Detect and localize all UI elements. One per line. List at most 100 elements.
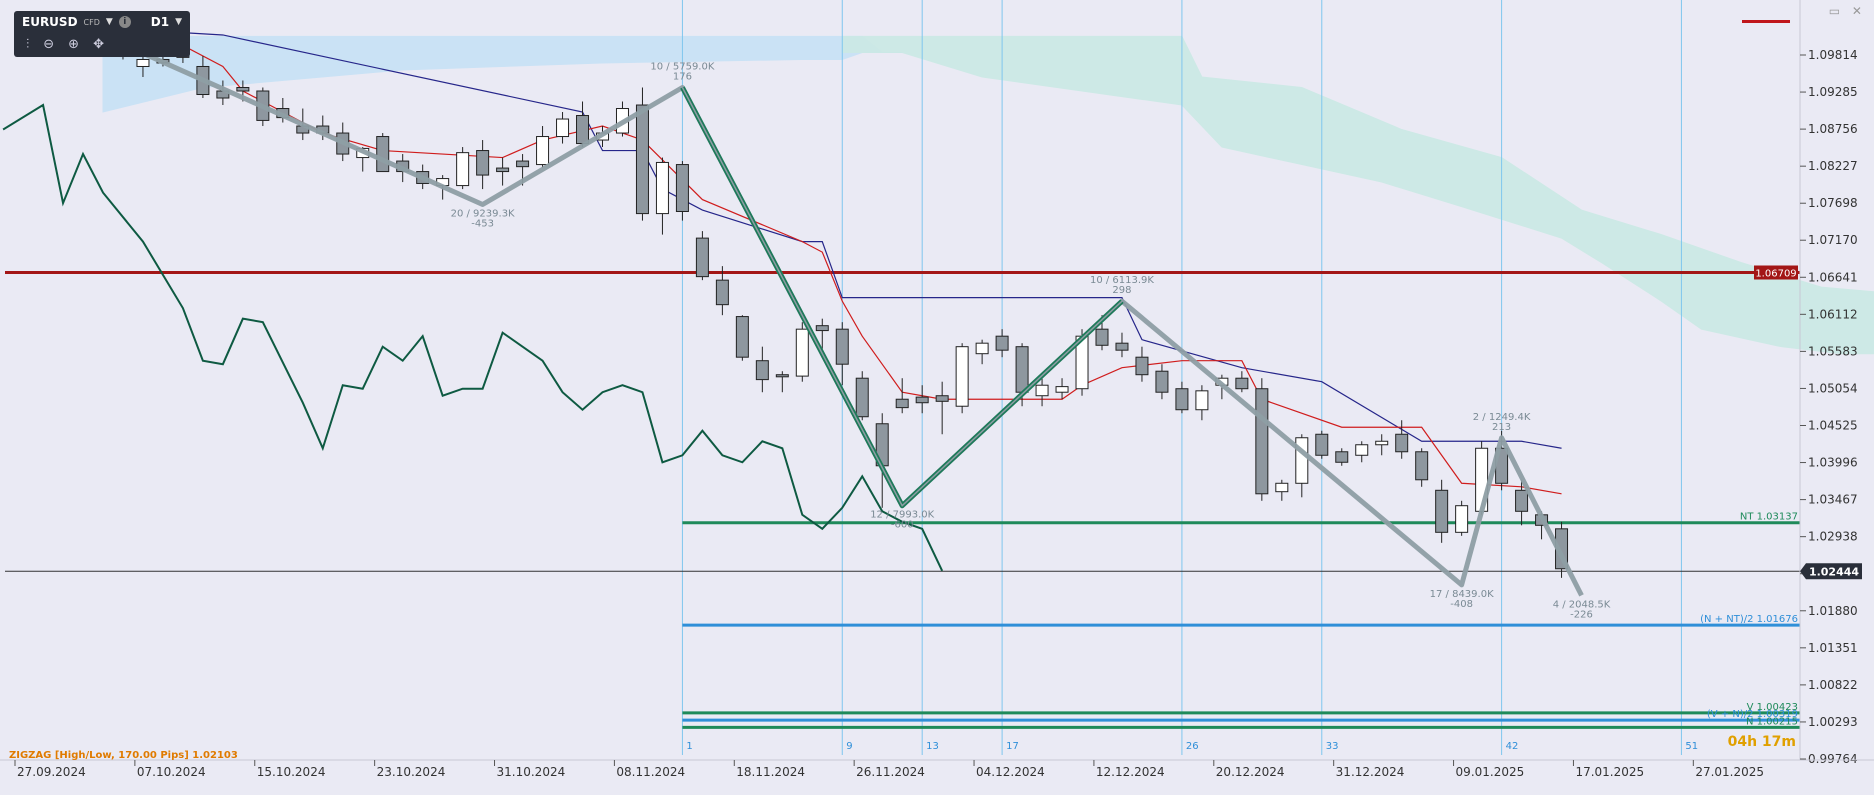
y-tick-label: 1.07170: [1808, 233, 1858, 247]
zigzag-label-line1: 17 / 8439.0K: [1430, 589, 1494, 600]
ichimoku-cloud-teal: [841, 35, 1874, 355]
candle-body: [1235, 377, 1249, 390]
y-tick-label: 1.05054: [1808, 381, 1858, 395]
candle-body: [1415, 451, 1429, 481]
candle-body: [1135, 356, 1149, 376]
window-controls-icon[interactable]: ▭ ✕: [1828, 4, 1866, 18]
cycle-label: 13: [926, 741, 939, 752]
candle-body: [236, 87, 250, 92]
candle-body: [795, 328, 809, 377]
candle-body: [496, 167, 510, 173]
y-tick-label: 1.01880: [1808, 604, 1858, 618]
candle-body: [975, 342, 989, 355]
tenkan-sen: [102, 27, 1562, 495]
candle-body: [1175, 388, 1189, 411]
candle-body: [456, 152, 470, 187]
zoom-in-icon[interactable]: ⊕: [68, 36, 80, 52]
zigzag-label-line2: -226: [1570, 609, 1593, 620]
cycle-label: 51: [1685, 741, 1698, 752]
red-dash-marker: [1742, 20, 1790, 23]
candle-body: [136, 58, 150, 67]
crosshair-icon[interactable]: ✥: [93, 36, 104, 52]
y-tick-label: 1.08756: [1808, 122, 1858, 136]
symbol-dropdown-icon[interactable]: ▼: [105, 17, 113, 27]
x-tick-label: 23.10.2024: [377, 765, 446, 779]
indicator-label[interactable]: ZIGZAG [High/Low, 170.00 Pips] 1.02103: [9, 750, 238, 761]
x-tick-label: 07.10.2024: [137, 765, 206, 779]
zigzag-label-line1: 10 / 6113.9K: [1090, 275, 1154, 286]
candle-body: [1095, 328, 1109, 346]
y-tick-label: 1.06112: [1808, 307, 1858, 321]
candle-body: [995, 335, 1009, 351]
candle-body: [1315, 433, 1329, 456]
candle-body: [1255, 388, 1269, 495]
candle-body: [855, 377, 869, 418]
y-tick-label: 1.04525: [1808, 418, 1858, 432]
y-tick-label: 1.09285: [1808, 85, 1858, 99]
candle-body: [1155, 370, 1169, 393]
candle-body: [955, 346, 969, 407]
candle-body: [1335, 451, 1349, 463]
x-tick-label: 09.01.2025: [1456, 765, 1525, 779]
candle-body: [815, 325, 829, 332]
candle-body: [775, 374, 789, 378]
timeframe-label[interactable]: D1: [150, 15, 170, 29]
zigzag-label-line1: 20 / 9239.3K: [451, 208, 515, 219]
projection-label: (V + N)/2 1.00319: [1707, 709, 1798, 720]
candle-body: [556, 118, 570, 138]
zoom-out-icon[interactable]: ⊖: [43, 36, 55, 52]
zigzag-label-line1: 12 / 7993.0K: [870, 510, 934, 521]
x-tick-label: 26.11.2024: [856, 765, 925, 779]
current-price-tag-bg: [1800, 563, 1862, 580]
candle-body: [376, 136, 390, 173]
x-tick-label: 27.01.2025: [1695, 765, 1764, 779]
current-price-tag: 1.02444: [1809, 565, 1859, 578]
candle-body: [915, 396, 929, 404]
candle-body: [655, 161, 669, 215]
chikou-span: [2, 103, 944, 572]
projection-label: V 1.00423: [1747, 702, 1798, 713]
info-icon[interactable]: i: [118, 16, 131, 28]
resistance-tag-bg: [1754, 265, 1798, 280]
x-tick-label: 08.11.2024: [616, 765, 685, 779]
timeframe-dropdown-icon[interactable]: ▼: [175, 17, 182, 27]
candle-body: [1275, 482, 1289, 493]
candle-body: [1395, 433, 1409, 453]
x-tick-label: 31.12.2024: [1336, 765, 1405, 779]
zigzag-label-line2: 213: [1492, 422, 1511, 433]
symbol-label[interactable]: EURUSD: [22, 15, 78, 29]
candle-body: [935, 395, 949, 402]
candle-body: [1295, 437, 1309, 484]
cycle-label: 9: [846, 741, 852, 752]
x-tick-label: 31.10.2024: [497, 765, 566, 779]
candle-body: [735, 316, 749, 358]
zigzag-highlight: [680, 86, 1124, 509]
cycle-label: 1: [686, 741, 692, 752]
candle-body: [1195, 390, 1209, 411]
y-tick-label: 1.06641: [1808, 270, 1858, 284]
candle-body: [675, 164, 689, 212]
zigzag-label-line2: -408: [1450, 599, 1473, 610]
y-tick-label: 1.07698: [1808, 196, 1858, 210]
x-tick-label: 15.10.2024: [257, 765, 326, 779]
y-tick-label: 1.00293: [1808, 715, 1858, 729]
x-tick-label: 17.01.2025: [1575, 765, 1644, 779]
zigzag-highlight-core: [681, 87, 1123, 507]
zigzag-label-line1: 10 / 5759.0K: [650, 62, 714, 73]
kijun-sen: [102, 27, 1562, 449]
x-tick-label: 27.09.2024: [17, 765, 86, 779]
y-tick-label: 1.03996: [1808, 456, 1858, 470]
zigzag-label-line2: -600: [891, 520, 914, 531]
y-tick-label: 1.00822: [1808, 678, 1858, 692]
candle-body: [1435, 489, 1449, 533]
y-tick-label: 1.02938: [1808, 530, 1858, 544]
bars-icon[interactable]: ⫶: [26, 36, 30, 52]
candle-body: [1375, 440, 1389, 446]
candle-body: [895, 398, 909, 409]
x-tick-label: 18.11.2024: [736, 765, 805, 779]
x-tick-label: 04.12.2024: [976, 765, 1045, 779]
zigzag-label-line1: 4 / 2048.5K: [1553, 599, 1611, 610]
candle-body: [635, 104, 649, 215]
